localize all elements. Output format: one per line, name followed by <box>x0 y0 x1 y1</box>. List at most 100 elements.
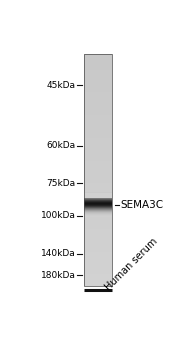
Bar <box>84 131 112 132</box>
Bar <box>84 194 112 198</box>
Bar <box>84 120 112 121</box>
Bar <box>84 269 112 270</box>
Bar <box>84 149 112 150</box>
Bar <box>84 194 112 198</box>
Text: 140kDa: 140kDa <box>41 249 76 258</box>
Bar <box>84 194 112 195</box>
Bar <box>84 194 112 197</box>
Bar <box>84 244 112 245</box>
Bar <box>84 66 112 67</box>
Bar <box>84 224 112 225</box>
Bar <box>84 222 112 223</box>
Bar <box>84 186 112 187</box>
Bar <box>84 187 112 188</box>
Bar <box>84 194 112 196</box>
Bar <box>84 212 112 213</box>
Bar <box>84 139 112 140</box>
Bar <box>84 113 112 114</box>
Bar <box>84 80 112 81</box>
Bar <box>84 226 112 227</box>
Bar <box>84 135 112 136</box>
Bar <box>84 245 112 246</box>
Bar <box>84 194 112 197</box>
Bar <box>84 177 112 178</box>
Bar <box>84 185 112 186</box>
Bar <box>84 198 112 199</box>
Bar <box>84 194 112 198</box>
Bar <box>84 193 112 194</box>
Bar <box>84 194 112 196</box>
Bar <box>84 193 112 194</box>
Bar <box>84 153 112 154</box>
Bar <box>84 194 112 198</box>
Bar <box>84 257 112 258</box>
Bar <box>84 194 112 196</box>
Bar <box>84 175 112 176</box>
Bar <box>84 184 112 185</box>
Bar <box>84 197 112 198</box>
Text: 75kDa: 75kDa <box>46 179 76 188</box>
Text: Human serum: Human serum <box>103 237 159 293</box>
Bar <box>84 194 112 196</box>
Bar <box>84 194 112 198</box>
Bar <box>84 107 112 108</box>
Bar <box>84 238 112 239</box>
Bar <box>84 247 112 248</box>
Bar <box>84 194 112 196</box>
Bar <box>84 86 112 87</box>
Bar <box>84 82 112 83</box>
Bar <box>84 194 112 195</box>
Bar <box>84 194 112 196</box>
Bar <box>84 194 112 195</box>
Bar <box>84 218 112 219</box>
Bar <box>84 114 112 115</box>
Bar <box>84 180 112 181</box>
Bar <box>84 194 112 196</box>
Bar <box>84 173 112 174</box>
Bar <box>84 194 112 196</box>
Bar <box>84 194 112 198</box>
Bar <box>84 249 112 250</box>
Bar <box>84 284 112 285</box>
Bar <box>84 194 112 196</box>
Bar <box>84 68 112 69</box>
Bar <box>84 194 112 195</box>
Bar <box>84 124 112 125</box>
Bar <box>84 194 112 196</box>
Bar <box>84 194 112 195</box>
Bar <box>84 193 112 194</box>
Bar <box>84 194 112 197</box>
Bar <box>84 193 112 194</box>
Bar <box>84 117 112 118</box>
Bar <box>84 193 112 194</box>
Bar <box>84 268 112 269</box>
Bar <box>84 194 112 198</box>
Bar <box>84 239 112 240</box>
Bar <box>84 194 112 196</box>
Bar <box>84 230 112 231</box>
Bar <box>84 160 112 161</box>
Bar <box>84 237 112 238</box>
Bar <box>84 254 112 255</box>
Bar <box>84 168 112 169</box>
Bar <box>84 118 112 119</box>
Bar <box>84 194 112 197</box>
Bar <box>84 188 112 189</box>
Bar <box>84 255 112 256</box>
Bar <box>84 194 112 197</box>
Bar <box>84 71 112 72</box>
Bar <box>84 152 112 153</box>
Bar <box>84 194 112 197</box>
Bar <box>84 232 112 233</box>
Bar <box>84 193 112 194</box>
Bar <box>84 84 112 85</box>
Bar <box>84 265 112 266</box>
Bar <box>84 65 112 66</box>
Bar <box>84 194 112 198</box>
Bar <box>84 60 112 61</box>
Bar <box>84 194 112 195</box>
Bar <box>84 194 112 198</box>
Bar <box>84 194 112 195</box>
Bar <box>84 214 112 215</box>
Bar <box>84 194 112 196</box>
